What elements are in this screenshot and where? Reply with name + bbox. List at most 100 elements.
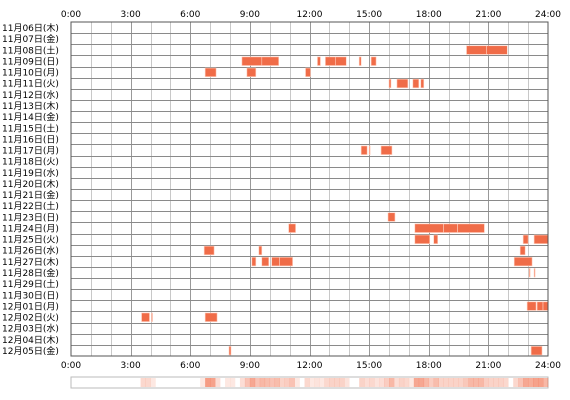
summary-strip-cell [264, 378, 271, 387]
activity-block [204, 312, 218, 322]
summary-strip-cell [254, 378, 261, 387]
summary-strip-cell [448, 378, 454, 387]
row-label: 11月27日(木) [2, 256, 59, 268]
activity-block [414, 223, 444, 233]
activity-block [420, 78, 425, 89]
summary-strip-cell [533, 378, 539, 387]
activity-block [536, 301, 544, 311]
activity-block [457, 223, 485, 233]
summary-strip [70, 376, 549, 389]
summary-strip-cell [458, 378, 464, 387]
x-tick-label-bottom: 15:00 [356, 361, 382, 371]
summary-strip-cell [503, 378, 509, 387]
x-axis-bottom: 0:00 3:00 6:00 9:00 12:00 15:00 18:00 21:00 24:0… [61, 361, 561, 371]
x-tick-label-bottom: 18:00 [416, 361, 442, 371]
row-label: 12月03日(水) [2, 323, 59, 335]
summary-strip-cell [413, 378, 420, 387]
summary-strip-cell [403, 378, 410, 387]
row-labels: 11月06日(木)11月07日(金)11月08日(土)11月09日(日)11月1… [2, 22, 59, 357]
activity-block [414, 234, 431, 244]
summary-strip-cell [423, 378, 430, 387]
summary-strip-cell [473, 378, 479, 387]
summary-strip-cell [438, 378, 444, 387]
summary-strip-cell [374, 378, 380, 387]
activity-block [251, 256, 257, 267]
summary-strip-cell [210, 378, 216, 387]
x-tick-label-top: 0:00 [61, 10, 81, 20]
x-tick-label-bottom: 12:00 [297, 361, 323, 371]
summary-strip-cell [205, 378, 211, 387]
summary-strip-cell [379, 378, 385, 387]
activity-block [241, 56, 263, 66]
activity-block [288, 223, 296, 233]
summary-strip-cell [140, 378, 146, 387]
row-label: 11月17日(月) [2, 146, 59, 157]
row-label: 11月11日(火) [2, 79, 59, 90]
summary-strip-cell [389, 378, 395, 387]
activity-block [370, 56, 377, 66]
summary-strip-cell [428, 378, 435, 387]
activity-block [486, 45, 508, 55]
summary-strip-cell [488, 378, 494, 387]
summary-strip-cell [478, 378, 484, 387]
row-label: 11月10日(月) [2, 68, 59, 79]
activity-block [271, 256, 280, 267]
row-label: 11月30日(日) [2, 290, 59, 301]
summary-strip-cell [279, 378, 285, 387]
activity-block [380, 145, 393, 155]
summary-strip-cell [408, 378, 415, 387]
activity-block [279, 256, 293, 267]
activity-block [358, 56, 362, 66]
summary-strip-cell [200, 378, 206, 387]
summary-strip-cell [443, 378, 449, 387]
row-label: 12月01日(月) [2, 301, 59, 312]
summary-strip-cell [239, 378, 246, 387]
summary-strip-cell [304, 378, 310, 387]
activity-block [368, 145, 371, 155]
row-label: 11月08日(土) [2, 44, 59, 56]
activity-block [387, 212, 396, 222]
row-label: 12月02日(火) [2, 313, 59, 324]
summary-strip-cell [244, 378, 251, 387]
x-tick-label-top: 12:00 [297, 10, 323, 20]
activity-block [203, 245, 215, 256]
summary-strip-cell [284, 378, 290, 387]
row-label: 11月20日(木) [2, 178, 59, 190]
row-label: 11月14日(金) [2, 111, 59, 123]
activity-block [526, 301, 537, 311]
row-label: 11月12日(水) [2, 89, 59, 101]
row-label: 11月24日(月) [2, 223, 59, 234]
row-label: 11月23日(日) [2, 212, 59, 223]
summary-strip-cell [364, 378, 370, 387]
summary-strip-cell [215, 378, 221, 387]
activity-block [388, 78, 392, 89]
row-label: 11月18日(火) [2, 157, 59, 168]
summary-strip-cell [384, 378, 390, 387]
row-label: 12月04日(木) [2, 334, 59, 346]
summary-strip-cell [498, 378, 504, 387]
x-tick-label-top: 21:00 [475, 10, 501, 20]
summary-strip-cell [344, 378, 350, 387]
summary-strip-cell [518, 378, 524, 387]
row-label: 11月13日(木) [2, 100, 59, 112]
summary-strip-cell [483, 378, 489, 387]
activity-block [466, 45, 487, 55]
row-label: 11月25日(火) [2, 235, 59, 246]
activity-block [533, 268, 536, 278]
x-tick-label-bottom: 6:00 [180, 361, 200, 371]
row-label: 11月09日(日) [2, 56, 59, 67]
row-label: 11月16日(日) [2, 134, 59, 145]
row-label: 11月22日(土) [2, 200, 59, 212]
activity-block [519, 245, 526, 256]
x-tick-label-bottom: 9:00 [240, 361, 260, 371]
activity-block [151, 312, 153, 322]
summary-strip-cell [493, 378, 499, 387]
grid [71, 22, 548, 356]
summary-strip-cell [369, 378, 375, 387]
activity-block [305, 67, 311, 77]
activity-block [528, 268, 531, 278]
summary-strip-cell [453, 378, 459, 387]
activity-block [412, 78, 420, 89]
x-tick-label-top: 18:00 [416, 10, 442, 20]
activity-block [433, 234, 438, 244]
